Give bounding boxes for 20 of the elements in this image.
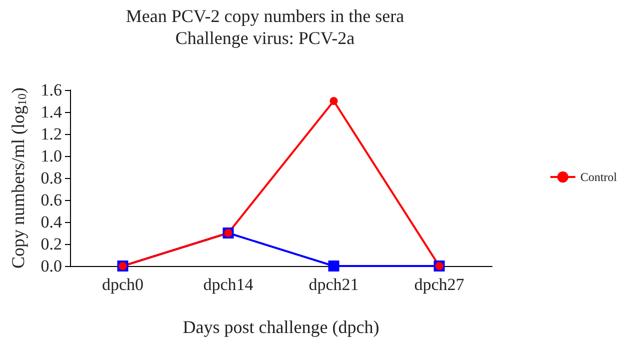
y-tick-label: 0.6 xyxy=(40,190,62,210)
point xyxy=(330,97,338,105)
chart-subtitle: Challenge virus: PCV-2a xyxy=(175,28,355,48)
point xyxy=(328,260,340,272)
x-tick-label: dpch21 xyxy=(308,275,359,294)
x-tick-label: dpch0 xyxy=(102,275,144,294)
y-tick-label: 1.6 xyxy=(40,80,62,100)
x-tick-label: dpch27 xyxy=(414,275,465,294)
y-tick-label: 1.4 xyxy=(40,102,62,122)
x-axis-title: Days post challenge (dpch) xyxy=(182,317,380,337)
x-tick-label: dpch14 xyxy=(203,275,254,294)
y-tick-label: 0.2 xyxy=(40,234,62,254)
y-tick-label: 1.0 xyxy=(40,146,62,166)
y-axis-title: Copy numbers/ml (log10) xyxy=(8,88,29,268)
y-tick-label: 1.2 xyxy=(40,124,62,144)
y-tick-label: 0.8 xyxy=(40,168,62,188)
legend-label: Control xyxy=(580,170,618,184)
y-tick-label: 0.0 xyxy=(40,256,62,276)
y-tick-label: 0.4 xyxy=(40,212,62,232)
chart-title: Mean PCV-2 copy numbers in the sera xyxy=(126,6,404,26)
